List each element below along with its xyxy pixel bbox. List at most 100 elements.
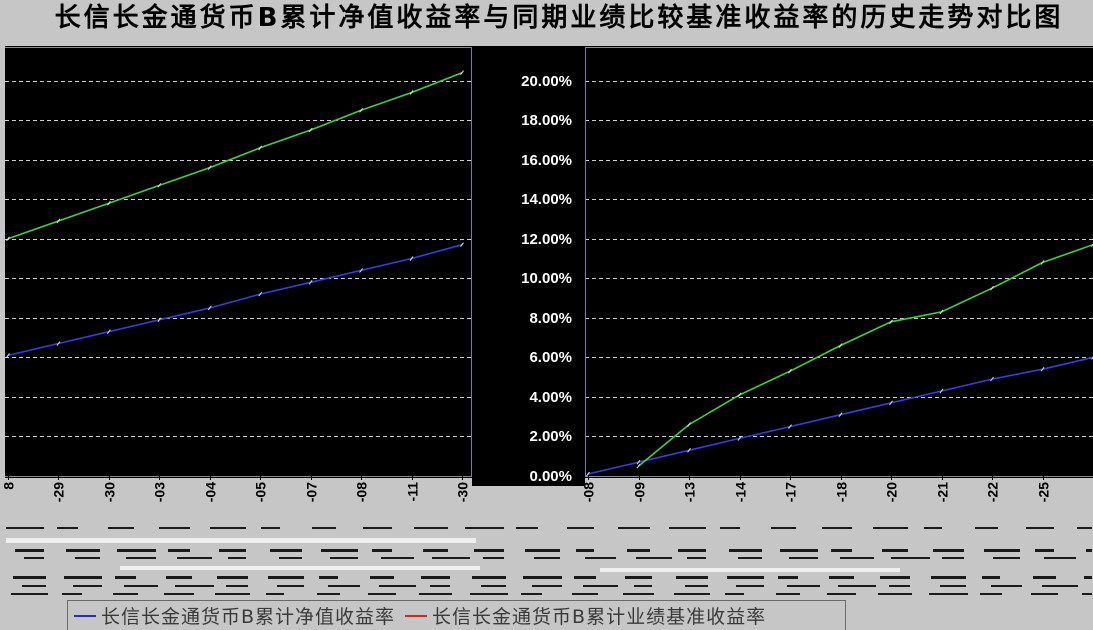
label-artifact: [215, 593, 250, 595]
data-point: [409, 256, 414, 261]
data-point: [687, 422, 691, 427]
label-artifact: [980, 593, 1002, 595]
label-artifact: [831, 549, 852, 552]
data-point: [838, 412, 843, 418]
data-point: [359, 107, 364, 113]
data-point: [1091, 356, 1093, 360]
label-artifact: [618, 527, 650, 529]
label-artifact: [108, 527, 134, 529]
x-tick-label: -07: [304, 482, 320, 502]
label-artifact: [210, 527, 246, 529]
label-artifact: [787, 585, 820, 587]
x-tick-label: -05: [253, 482, 269, 502]
label-artifact: [720, 527, 740, 529]
data-point: [359, 268, 364, 273]
data-point: [258, 291, 263, 297]
label-artifact: [166, 576, 192, 579]
label-artifact: [583, 585, 618, 587]
label-artifact: [676, 576, 708, 579]
label-artifact: [270, 549, 302, 552]
label-artifact: [472, 576, 506, 579]
label-artifact: [891, 557, 930, 559]
label-artifact: [685, 585, 708, 587]
x-tick-label: -03: [152, 482, 168, 502]
x-tick-label: -20: [884, 482, 900, 502]
label-artifact: [931, 576, 966, 579]
label-artifact: [523, 576, 562, 579]
label-artifact: [625, 576, 652, 579]
label-artifact: [929, 593, 968, 595]
data-point: [586, 471, 590, 477]
label-artifact: [827, 593, 856, 595]
label-artifact: [840, 557, 874, 559]
label-artifact: [678, 549, 706, 552]
data-point: [788, 424, 792, 429]
label-artifact: [623, 593, 654, 595]
label-artifact: [217, 576, 248, 579]
data-point: [6, 353, 10, 358]
x-tick-label: -30: [455, 482, 471, 502]
data-point: [889, 400, 893, 406]
legend-swatch-blue: [74, 614, 96, 617]
x-tick-label: -04: [203, 482, 219, 502]
data-point: [788, 368, 792, 374]
label-artifact: [1082, 593, 1092, 595]
x-label-artifacts: [6, 527, 1092, 595]
label-artifact: [317, 593, 340, 595]
data-point: [308, 127, 313, 133]
chart-title: 长信长金通货币B累计净值收益率与同期业绩比较基准收益率的历史走势对比图: [54, 3, 1064, 33]
label-artifact: [117, 549, 156, 552]
y-tick-label: 14.00%: [521, 191, 572, 208]
label-artifact: [277, 585, 304, 587]
label-artifact: [882, 549, 908, 552]
label-artifact: [57, 527, 78, 529]
label-artifact-light: [6, 538, 476, 543]
label-artifact: [379, 585, 416, 587]
label-artifact: [521, 593, 542, 595]
x-tick-label: -21: [935, 482, 951, 502]
x-tick-label: 8: [1, 482, 17, 490]
data-point: [106, 200, 111, 206]
label-artifact: [421, 576, 450, 579]
data-point: [838, 343, 843, 348]
label-artifact: [62, 593, 82, 595]
label-artifact: [991, 585, 1022, 587]
label-artifact: [727, 576, 764, 579]
label-artifact: [729, 549, 762, 552]
label-artifact: [419, 593, 452, 595]
y-tick-label: 8.00%: [529, 310, 572, 327]
data-point: [409, 90, 414, 95]
x-tick-label: -18: [834, 482, 850, 502]
label-artifact: [312, 527, 336, 529]
label-artifact: [368, 593, 396, 595]
legend-item-benchmark-return: 长信长金通货币B累计业绩基准收益率: [405, 602, 766, 629]
y-tick-label: 2.00%: [529, 428, 572, 445]
label-artifact: [838, 585, 876, 587]
x-tick-label: -13: [682, 482, 698, 502]
label-artifact: [24, 557, 44, 559]
label-artifact: [75, 557, 100, 559]
label-artifact: [124, 585, 158, 587]
label-artifact: [567, 527, 594, 529]
label-artifact: [11, 593, 48, 595]
label-artifact: [1033, 576, 1056, 579]
label-artifact: [164, 593, 194, 595]
y-tick-label: 0.00%: [529, 468, 572, 485]
label-artifact: [993, 557, 1020, 559]
label-artifact: [228, 557, 246, 559]
label-artifact: [933, 549, 964, 552]
y-tick-label: 4.00%: [529, 389, 572, 406]
label-artifact: [1042, 585, 1078, 587]
data-point: [157, 183, 162, 188]
label-artifact: [975, 527, 998, 529]
data-point: [1040, 366, 1045, 372]
data-point: [460, 70, 464, 76]
label-artifact: [414, 527, 448, 529]
label-artifact-light: [120, 566, 480, 570]
label-artifact: [328, 585, 360, 587]
data-point: [737, 436, 742, 441]
y-tick-label: 18.00%: [521, 112, 572, 129]
x-tick-label: -25: [1036, 482, 1052, 502]
label-artifact: [175, 585, 214, 587]
label-artifact: [363, 527, 392, 529]
